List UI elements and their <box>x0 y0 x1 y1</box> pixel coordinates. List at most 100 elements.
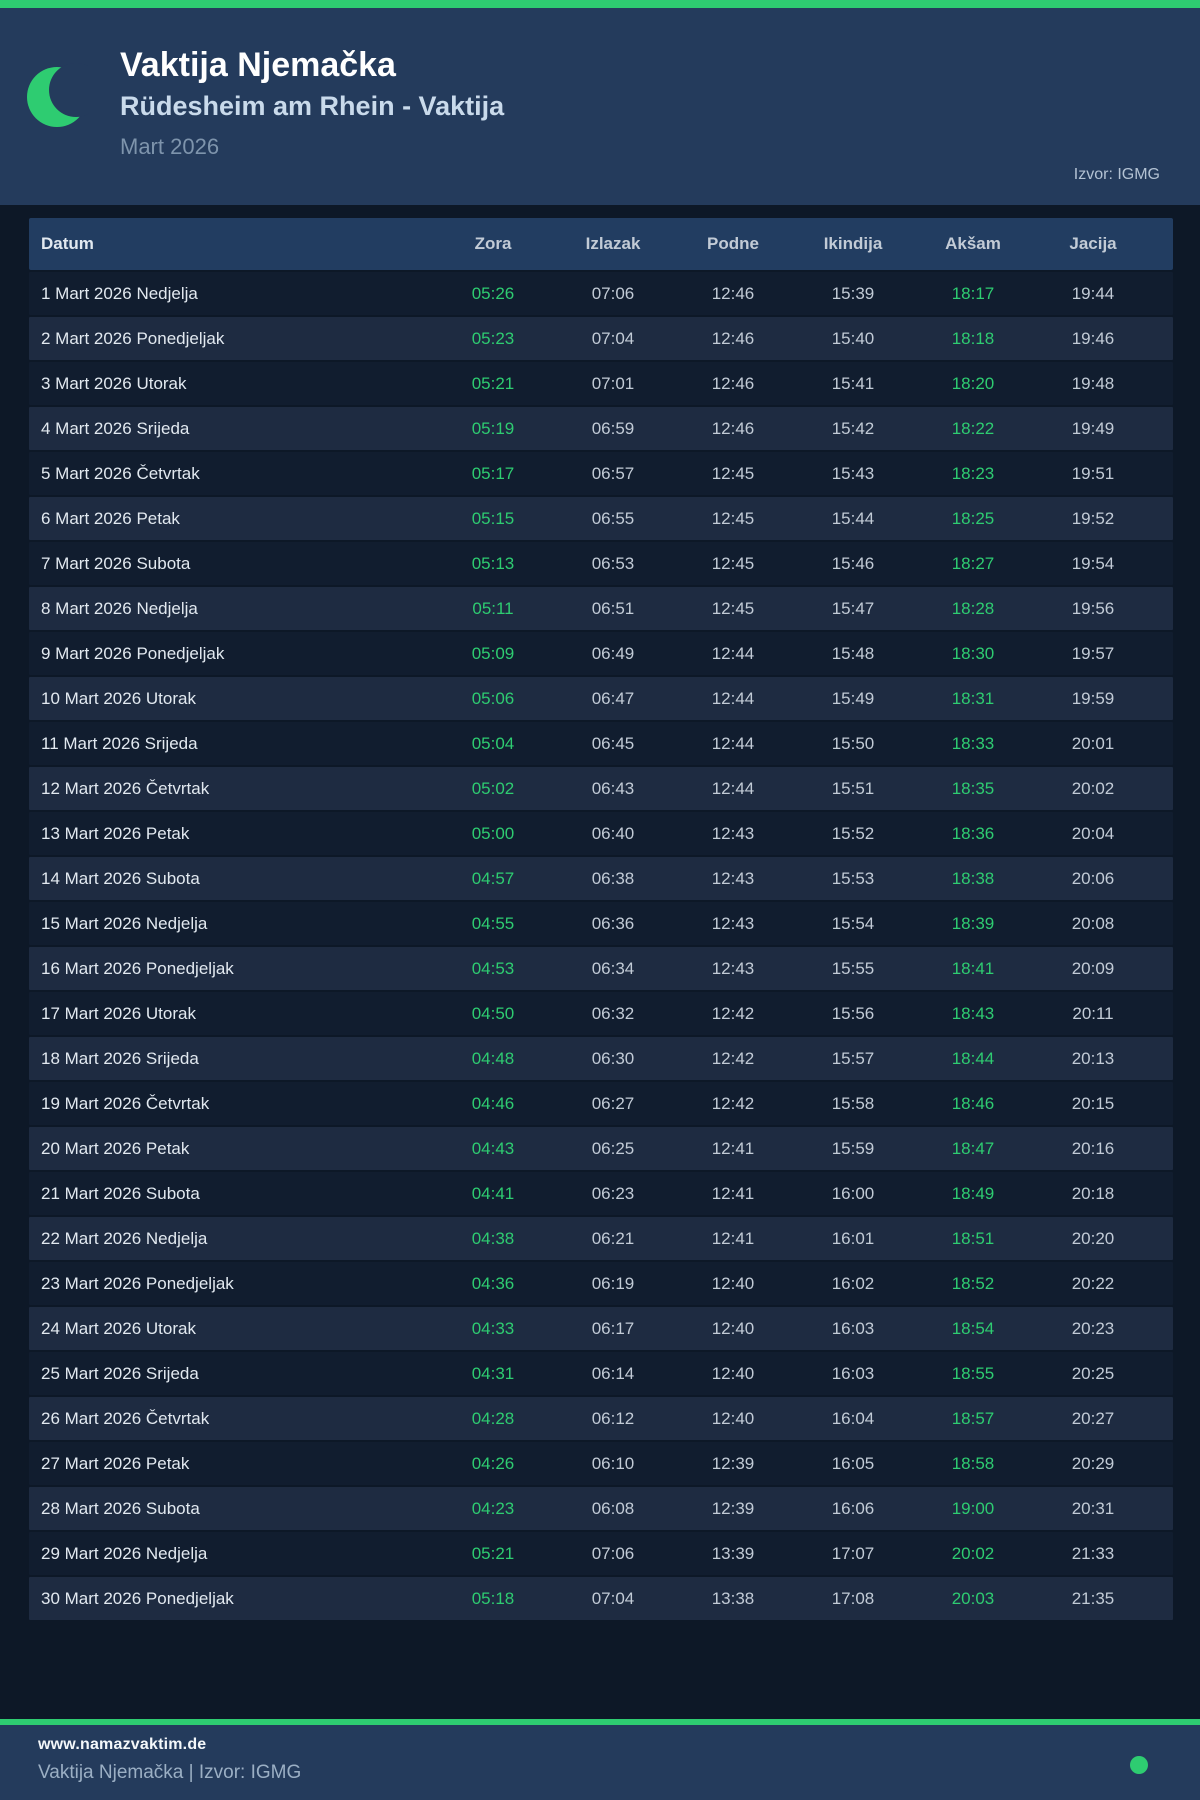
row-jacija-time: 19:51 <box>1071 463 1115 483</box>
row-ikindija-time: 15:44 <box>831 508 875 528</box>
row-podne-time: 12:40 <box>711 1408 755 1428</box>
website-link[interactable]: www.namazvaktim.de <box>38 1736 207 1753</box>
row-jacija-time: 20:25 <box>1071 1363 1115 1383</box>
row-izlazak-time: 06:49 <box>591 643 635 663</box>
row-izlazak-time: 07:06 <box>591 1543 635 1563</box>
row-izlazak-time: 06:23 <box>591 1183 635 1203</box>
table-row: 23 Mart 2026 Ponedjeljak 04:36 06:19 12:… <box>29 1262 1173 1305</box>
row-zora-time: 04:33 <box>471 1318 515 1338</box>
row-aksam-time: 18:17 <box>951 283 995 303</box>
row-ikindija-time: 16:00 <box>831 1183 875 1203</box>
row-date: 9 Mart 2026 Ponedjeljak <box>41 643 225 663</box>
row-podne-time: 12:40 <box>711 1273 755 1293</box>
row-jacija-time: 19:48 <box>1071 373 1115 393</box>
row-ikindija-time: 15:40 <box>831 328 875 348</box>
table-row: 6 Mart 2026 Petak 05:15 06:55 12:45 15:4… <box>29 497 1173 540</box>
row-zora-time: 05:21 <box>471 373 515 393</box>
page-header: Vaktija Njemačka Rüdesheim am Rhein - Va… <box>0 8 1200 205</box>
table-row: 8 Mart 2026 Nedjelja 05:11 06:51 12:45 1… <box>29 587 1173 630</box>
row-zora-time: 04:28 <box>471 1408 515 1428</box>
row-podne-time: 12:40 <box>711 1363 755 1383</box>
row-izlazak-time: 06:38 <box>591 868 635 888</box>
table-row: 7 Mart 2026 Subota 05:13 06:53 12:45 15:… <box>29 542 1173 585</box>
row-jacija-time: 20:31 <box>1071 1498 1115 1518</box>
row-izlazak-time: 07:01 <box>591 373 635 393</box>
row-aksam-time: 18:52 <box>951 1273 995 1293</box>
page-subtitle: Rüdesheim am Rhein - Vaktija <box>120 91 505 122</box>
row-zora-time: 05:21 <box>471 1543 515 1563</box>
row-izlazak-time: 07:04 <box>591 1588 635 1608</box>
row-jacija-time: 20:04 <box>1071 823 1115 843</box>
table-row: 17 Mart 2026 Utorak 04:50 06:32 12:42 15… <box>29 992 1173 1035</box>
row-zora-time: 05:00 <box>471 823 515 843</box>
row-izlazak-time: 06:19 <box>591 1273 635 1293</box>
row-izlazak-time: 06:51 <box>591 598 635 618</box>
row-jacija-time: 21:35 <box>1071 1588 1115 1608</box>
row-aksam-time: 18:31 <box>951 688 995 708</box>
row-date: 30 Mart 2026 Ponedjeljak <box>41 1588 234 1608</box>
row-date: 5 Mart 2026 Četvrtak <box>41 463 200 483</box>
row-izlazak-time: 06:14 <box>591 1363 635 1383</box>
row-zora-time: 04:50 <box>471 1003 515 1023</box>
table-row: 18 Mart 2026 Srijeda 04:48 06:30 12:42 1… <box>29 1037 1173 1080</box>
row-jacija-time: 19:57 <box>1071 643 1115 663</box>
table-row: 5 Mart 2026 Četvrtak 05:17 06:57 12:45 1… <box>29 452 1173 495</box>
row-izlazak-time: 06:10 <box>591 1453 635 1473</box>
row-jacija-time: 19:46 <box>1071 328 1115 348</box>
row-jacija-time: 20:02 <box>1071 778 1115 798</box>
row-izlazak-time: 06:40 <box>591 823 635 843</box>
row-zora-time: 05:09 <box>471 643 515 663</box>
row-podne-time: 12:44 <box>711 778 755 798</box>
row-jacija-time: 20:06 <box>1071 868 1115 888</box>
page-footer: www.namazvaktim.de Vaktija Njemačka | Iz… <box>0 1725 1200 1800</box>
row-izlazak-time: 06:57 <box>591 463 635 483</box>
row-ikindija-time: 15:53 <box>831 868 875 888</box>
row-izlazak-time: 06:53 <box>591 553 635 573</box>
table-row: 11 Mart 2026 Srijeda 05:04 06:45 12:44 1… <box>29 722 1173 765</box>
table-body: 1 Mart 2026 Nedjelja 05:26 07:06 12:46 1… <box>29 272 1173 1620</box>
row-ikindija-time: 17:07 <box>831 1543 875 1563</box>
column-header-aksam: Akšam <box>945 234 1001 253</box>
row-aksam-time: 20:03 <box>951 1588 995 1608</box>
row-izlazak-time: 06:45 <box>591 733 635 753</box>
row-jacija-time: 20:20 <box>1071 1228 1115 1248</box>
row-zora-time: 04:43 <box>471 1138 515 1158</box>
row-aksam-time: 20:02 <box>951 1543 995 1563</box>
row-jacija-time: 21:33 <box>1071 1543 1115 1563</box>
row-zora-time: 05:18 <box>471 1588 515 1608</box>
row-jacija-time: 20:09 <box>1071 958 1115 978</box>
row-date: 28 Mart 2026 Subota <box>41 1498 200 1518</box>
row-date: 13 Mart 2026 Petak <box>41 823 190 843</box>
table-row: 28 Mart 2026 Subota 04:23 06:08 12:39 16… <box>29 1487 1173 1530</box>
footer-accent-bar <box>0 1719 1200 1725</box>
row-date: 24 Mart 2026 Utorak <box>41 1318 196 1338</box>
row-podne-time: 12:43 <box>711 958 755 978</box>
row-izlazak-time: 06:25 <box>591 1138 635 1158</box>
row-aksam-time: 18:51 <box>951 1228 995 1248</box>
row-zora-time: 05:19 <box>471 418 515 438</box>
row-date: 8 Mart 2026 Nedjelja <box>41 598 198 618</box>
row-date: 17 Mart 2026 Utorak <box>41 1003 196 1023</box>
row-aksam-time: 18:43 <box>951 1003 995 1023</box>
row-zora-time: 05:04 <box>471 733 515 753</box>
table-row: 16 Mart 2026 Ponedjeljak 04:53 06:34 12:… <box>29 947 1173 990</box>
row-jacija-time: 20:27 <box>1071 1408 1115 1428</box>
table-header-row: Datum Zora Izlazak Podne Ikindija Akšam … <box>29 218 1173 270</box>
row-date: 27 Mart 2026 Petak <box>41 1453 190 1473</box>
row-izlazak-time: 06:08 <box>591 1498 635 1518</box>
row-aksam-time: 18:35 <box>951 778 995 798</box>
row-zora-time: 05:06 <box>471 688 515 708</box>
row-zora-time: 04:57 <box>471 868 515 888</box>
row-jacija-time: 20:16 <box>1071 1138 1115 1158</box>
row-podne-time: 12:43 <box>711 913 755 933</box>
row-ikindija-time: 16:03 <box>831 1318 875 1338</box>
row-aksam-time: 18:18 <box>951 328 995 348</box>
row-jacija-time: 20:01 <box>1071 733 1115 753</box>
row-podne-time: 12:41 <box>711 1183 755 1203</box>
footer-caption: Vaktija Njemačka | Izvor: IGMG <box>38 1762 302 1783</box>
row-zora-time: 05:11 <box>472 598 514 618</box>
column-header-podne: Podne <box>707 234 759 253</box>
row-podne-time: 12:39 <box>711 1453 755 1473</box>
crescent-moon-icon <box>27 57 103 138</box>
row-zora-time: 04:55 <box>471 913 515 933</box>
